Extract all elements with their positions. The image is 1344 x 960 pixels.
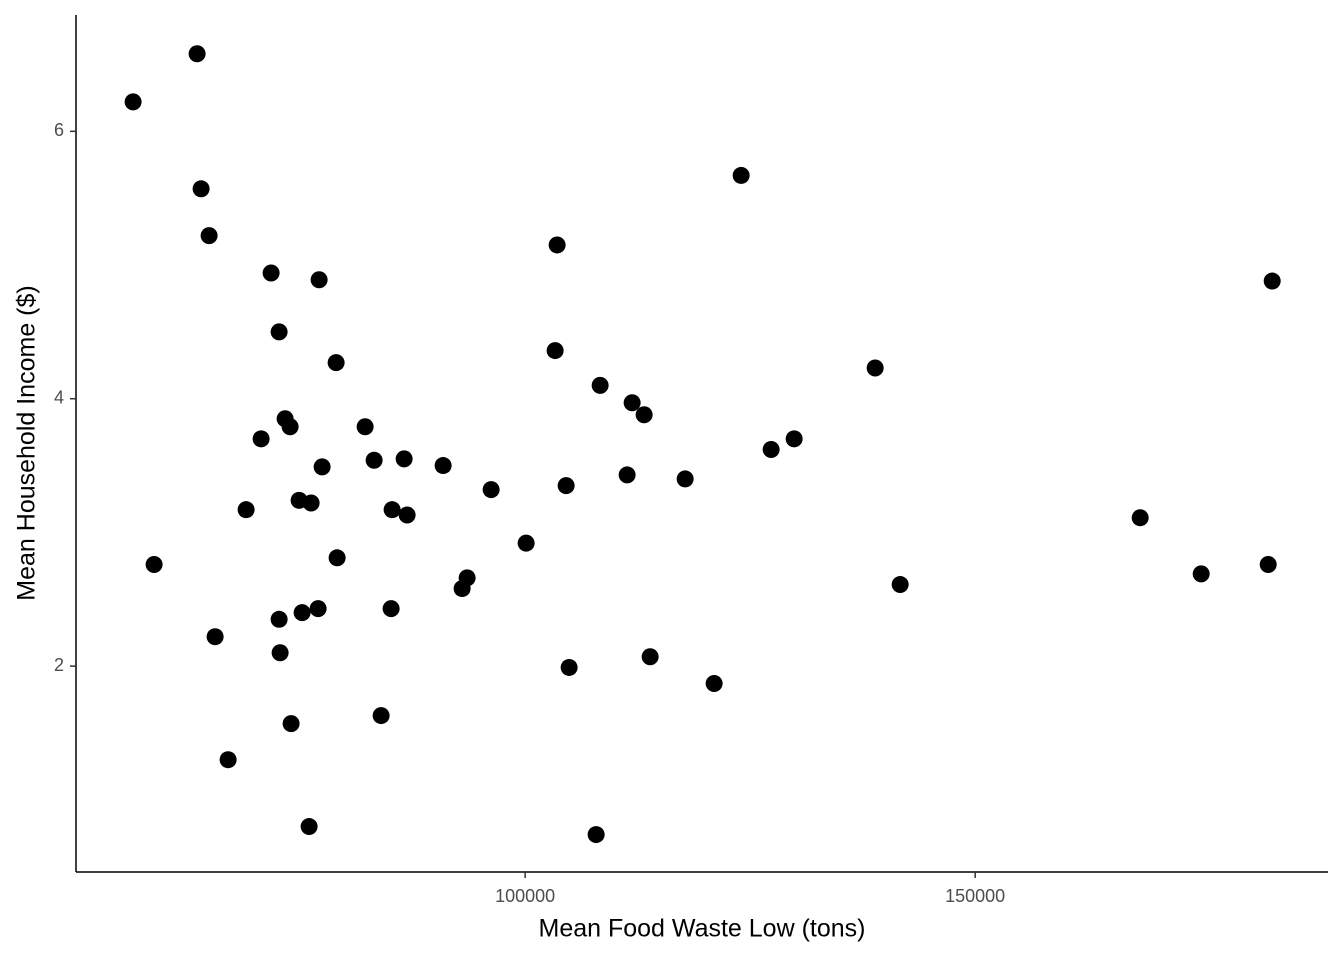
point	[356, 418, 374, 436]
point	[785, 430, 803, 448]
point	[293, 604, 311, 622]
point	[641, 648, 659, 666]
point	[676, 470, 694, 488]
point	[327, 354, 345, 372]
point	[560, 658, 578, 676]
point	[623, 394, 641, 412]
point	[192, 180, 210, 198]
point	[891, 576, 909, 594]
point	[395, 450, 413, 468]
point	[309, 600, 327, 618]
point	[365, 451, 383, 469]
point	[618, 466, 636, 484]
point	[398, 506, 416, 524]
point	[434, 457, 452, 475]
point	[300, 818, 318, 836]
point	[270, 323, 288, 341]
point	[302, 494, 320, 512]
point	[262, 264, 280, 282]
point	[458, 569, 476, 587]
point	[548, 236, 566, 254]
point	[310, 271, 328, 289]
point	[188, 45, 206, 63]
point	[1131, 509, 1149, 527]
point	[482, 481, 500, 499]
point	[866, 359, 884, 377]
point	[591, 376, 609, 394]
point	[382, 600, 400, 618]
point	[546, 342, 564, 360]
point	[252, 430, 270, 448]
x-axis-title: Mean Food Waste Low (tons)	[539, 915, 866, 943]
point	[732, 166, 750, 184]
point	[219, 751, 237, 769]
point	[281, 418, 299, 436]
point	[282, 715, 300, 733]
point	[1192, 565, 1210, 583]
point	[383, 501, 401, 519]
point	[313, 458, 331, 476]
point	[372, 707, 390, 725]
x-tick-label: 150000	[945, 886, 1005, 906]
point	[237, 501, 255, 519]
point	[557, 477, 575, 495]
point	[206, 628, 224, 646]
y-tick-label: 4	[54, 387, 64, 407]
y-tick-label: 6	[54, 120, 64, 140]
x-tick-label: 100000	[495, 886, 555, 906]
point	[145, 555, 163, 573]
point	[635, 406, 653, 424]
y-tick-label: 2	[54, 655, 64, 675]
point	[1259, 555, 1277, 573]
point	[328, 549, 346, 567]
y-axis-title: Mean Household Income ($)	[13, 285, 41, 600]
point	[271, 644, 289, 662]
point	[587, 826, 605, 844]
point	[124, 93, 142, 111]
point	[762, 441, 780, 459]
point	[270, 610, 288, 628]
point	[705, 674, 723, 692]
point	[1263, 272, 1281, 290]
point	[200, 227, 218, 245]
point	[517, 534, 535, 552]
